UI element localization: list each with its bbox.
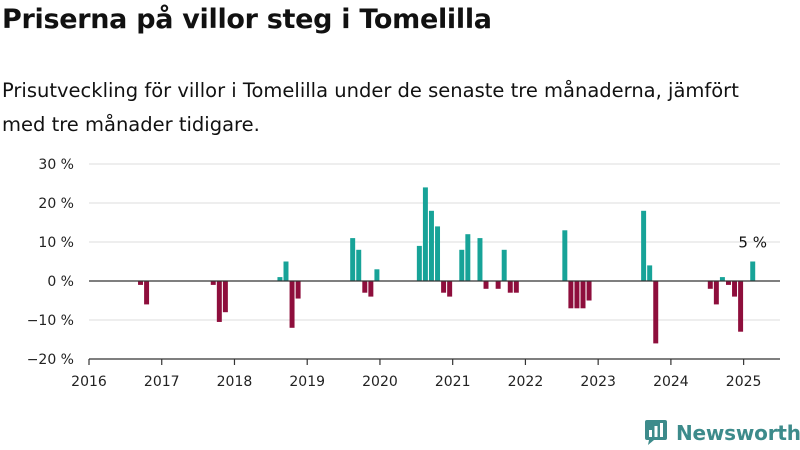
bar xyxy=(295,281,301,299)
newsworthy-logo: Newsworthy xyxy=(644,419,800,446)
newsworthy-logo-text: Newsworthy xyxy=(676,420,800,445)
x-tick-label: 2022 xyxy=(508,374,544,390)
bar xyxy=(441,281,447,293)
bar xyxy=(216,281,222,322)
bar xyxy=(362,281,368,293)
chart-subtitle: Prisutveckling för villor i Tomelilla un… xyxy=(2,79,739,136)
x-tick-label: 2025 xyxy=(726,374,762,390)
bar xyxy=(732,281,738,297)
bar xyxy=(580,281,586,309)
bar xyxy=(459,249,465,281)
bar xyxy=(574,281,580,309)
bar xyxy=(210,281,216,285)
bar xyxy=(289,281,295,328)
y-tick-label: 0 % xyxy=(47,274,74,290)
bar xyxy=(356,249,362,281)
bar xyxy=(586,281,592,301)
x-tick-label: 2021 xyxy=(435,374,471,390)
x-axis-ticks: 2016 2017 2018 2019 2020 2021 2022 2023 2024 2025 xyxy=(71,359,761,390)
bar-series xyxy=(138,187,756,344)
x-tick-label: 2020 xyxy=(362,374,398,390)
bar xyxy=(447,281,453,297)
bar xyxy=(483,281,489,289)
y-axis-ticks: 30 % 20 % 10 % 0 % −10 % −20 % xyxy=(27,157,74,368)
bar xyxy=(713,281,719,305)
bar xyxy=(374,269,380,281)
x-tick-label: 2024 xyxy=(653,374,689,390)
bar xyxy=(507,281,513,293)
newsworthy-chart-icon xyxy=(645,420,667,445)
bar xyxy=(368,281,374,297)
bar xyxy=(653,281,659,344)
x-tick-label: 2018 xyxy=(217,374,253,390)
bar xyxy=(647,265,653,281)
x-tick-label: 2023 xyxy=(580,374,616,390)
bar xyxy=(513,281,519,293)
bar xyxy=(501,249,507,281)
bar xyxy=(707,281,713,289)
bar xyxy=(350,238,356,281)
bar xyxy=(283,261,289,281)
bar xyxy=(719,277,725,281)
bar xyxy=(277,277,283,281)
chart-title: Priserna på villor steg i Tomelilla xyxy=(2,4,492,35)
y-gridlines xyxy=(89,163,780,321)
bar xyxy=(495,281,501,289)
bar xyxy=(568,281,574,309)
bar xyxy=(477,238,483,281)
bar xyxy=(738,281,744,332)
y-tick-label: −10 % xyxy=(27,313,74,329)
bar xyxy=(750,261,756,281)
bar xyxy=(428,210,434,281)
bar xyxy=(222,281,228,313)
x-tick-label: 2017 xyxy=(144,374,180,390)
y-tick-label: −20 % xyxy=(27,352,74,368)
annotation-label: 5 % xyxy=(738,234,767,252)
y-tick-label: 30 % xyxy=(38,157,74,173)
x-tick-label: 2016 xyxy=(71,374,107,390)
bar xyxy=(422,187,428,281)
bar xyxy=(138,281,144,285)
axes xyxy=(89,280,780,360)
x-tick-label: 2019 xyxy=(289,374,325,390)
bar xyxy=(144,281,150,305)
bar xyxy=(725,281,731,285)
bar xyxy=(435,226,441,281)
y-tick-label: 10 % xyxy=(38,235,74,251)
y-tick-label: 20 % xyxy=(38,196,74,212)
bar xyxy=(562,230,568,281)
annotations: 5 % xyxy=(738,234,767,252)
bar xyxy=(465,234,471,281)
bar xyxy=(641,210,647,281)
bar xyxy=(416,245,422,281)
